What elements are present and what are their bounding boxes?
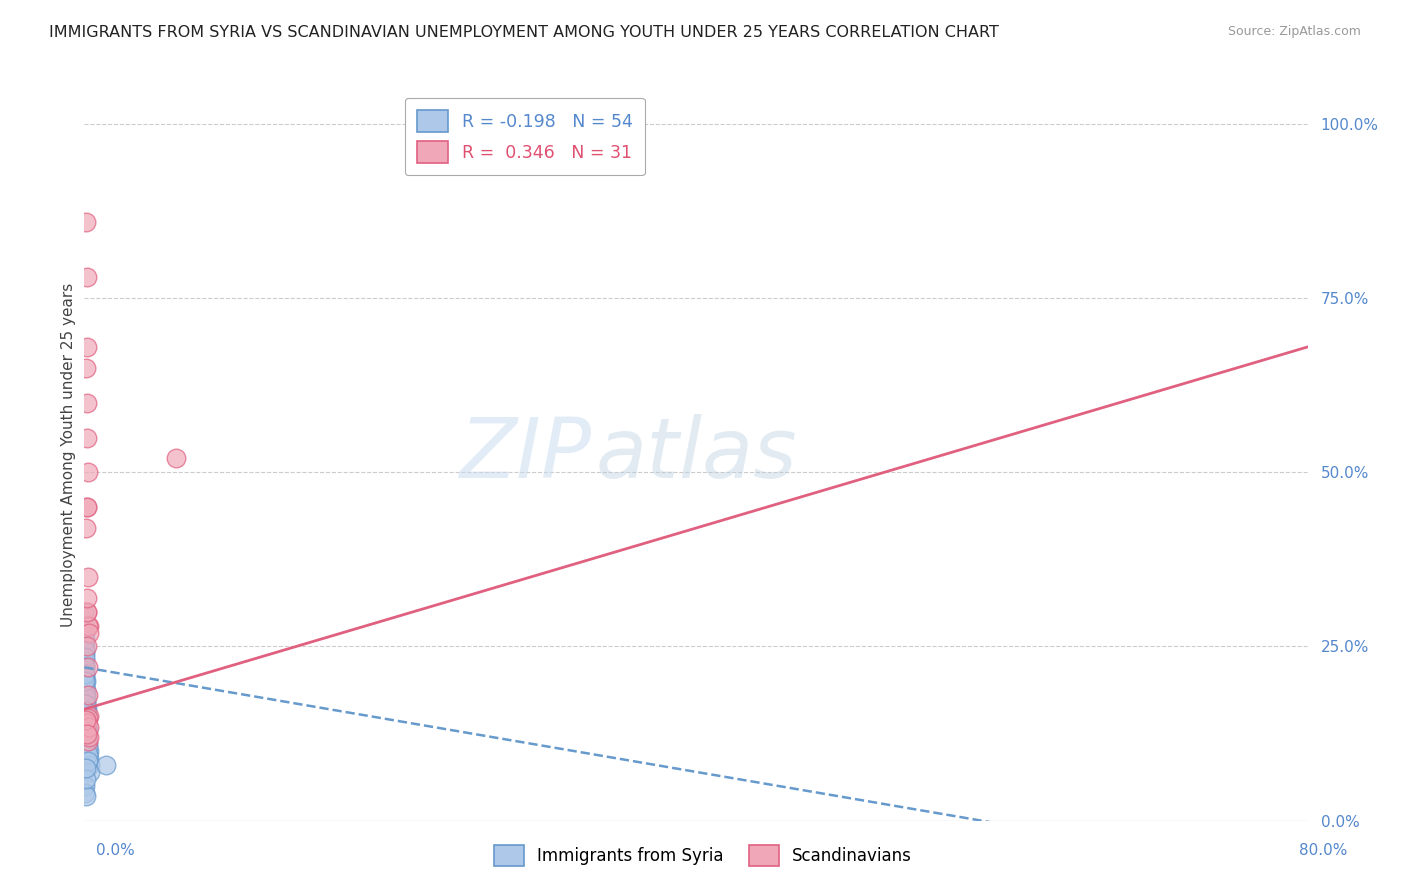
Text: atlas: atlas [596, 415, 797, 495]
Point [73, 779, 96, 793]
Point [77, 570, 100, 584]
Point [75, 761, 97, 775]
Point [76, 430, 98, 444]
Point [75, 678, 97, 692]
Point [76, 605, 98, 619]
Point [77, 733, 100, 747]
Point [76, 605, 98, 619]
Point [73, 660, 96, 674]
Legend: R = -0.198   N = 54, R =  0.346   N = 31: R = -0.198 N = 54, R = 0.346 N = 31 [405, 98, 645, 176]
Point [76, 270, 98, 285]
Point [76, 500, 98, 515]
Point [75, 772, 97, 786]
Point [75, 691, 97, 706]
Point [76, 723, 98, 737]
Point [76, 716, 98, 731]
Point [75, 713, 97, 727]
Point [77, 625, 100, 640]
Point [75, 717, 97, 731]
Point [75, 360, 97, 375]
Point [76, 730, 98, 744]
Point [76, 733, 98, 747]
Point [77, 747, 100, 762]
Point [73, 643, 96, 657]
Point [76, 706, 98, 720]
Point [75, 789, 97, 804]
Point [76, 714, 98, 729]
Point [75, 685, 97, 699]
Point [75, 698, 97, 713]
Point [76, 500, 98, 515]
Point [76, 660, 98, 674]
Point [79, 758, 101, 772]
Point [73, 674, 96, 689]
Point [77, 751, 100, 765]
Point [76, 702, 98, 716]
Point [75, 709, 97, 723]
Point [73, 657, 96, 671]
Point [77, 720, 100, 734]
Point [79, 764, 101, 779]
Point [76, 710, 98, 724]
Point [75, 681, 97, 696]
Point [76, 640, 98, 654]
Point [73, 625, 96, 640]
Point [76, 591, 98, 605]
Point [75, 704, 97, 718]
Text: 80.0%: 80.0% [1299, 843, 1347, 858]
Text: ZIP: ZIP [460, 415, 592, 495]
Point [76, 720, 98, 734]
Point [75, 660, 97, 674]
Point [75, 671, 97, 685]
Point [75, 695, 97, 709]
Point [75, 690, 97, 704]
Point [75, 214, 97, 228]
Point [75, 697, 97, 711]
Point [77, 755, 100, 769]
Point [75, 710, 97, 724]
Point [73, 618, 96, 632]
Point [73, 664, 96, 678]
Text: Source: ZipAtlas.com: Source: ZipAtlas.com [1227, 25, 1361, 38]
Point [77, 688, 100, 702]
Point [73, 647, 96, 661]
Point [77, 709, 100, 723]
Point [75, 786, 97, 800]
Point [77, 466, 100, 480]
Point [76, 618, 98, 632]
Point [75, 521, 97, 535]
Point [73, 667, 96, 681]
Text: 0.0%: 0.0% [96, 843, 135, 858]
Point [165, 451, 187, 466]
Text: IMMIGRANTS FROM SYRIA VS SCANDINAVIAN UNEMPLOYMENT AMONG YOUTH UNDER 25 YEARS CO: IMMIGRANTS FROM SYRIA VS SCANDINAVIAN UN… [49, 25, 1000, 40]
Point [75, 682, 97, 697]
Point [76, 340, 98, 354]
Point [76, 726, 98, 740]
Y-axis label: Unemployment Among Youth under 25 years: Unemployment Among Youth under 25 years [60, 283, 76, 627]
Legend: Immigrants from Syria, Scandinavians: Immigrants from Syria, Scandinavians [488, 838, 918, 873]
Point [75, 723, 97, 737]
Point [75, 667, 97, 681]
Point [77, 618, 100, 632]
Point [77, 737, 100, 751]
Point [73, 605, 96, 619]
Point [73, 649, 96, 664]
Point [76, 716, 98, 731]
Point [73, 640, 96, 654]
Point [75, 688, 97, 702]
Point [73, 632, 96, 647]
Point [75, 674, 97, 689]
Point [76, 395, 98, 409]
Point [73, 653, 96, 667]
Point [77, 730, 100, 744]
Point [94, 758, 117, 772]
Point [77, 744, 100, 758]
Point [76, 740, 98, 755]
Point [76, 726, 98, 740]
